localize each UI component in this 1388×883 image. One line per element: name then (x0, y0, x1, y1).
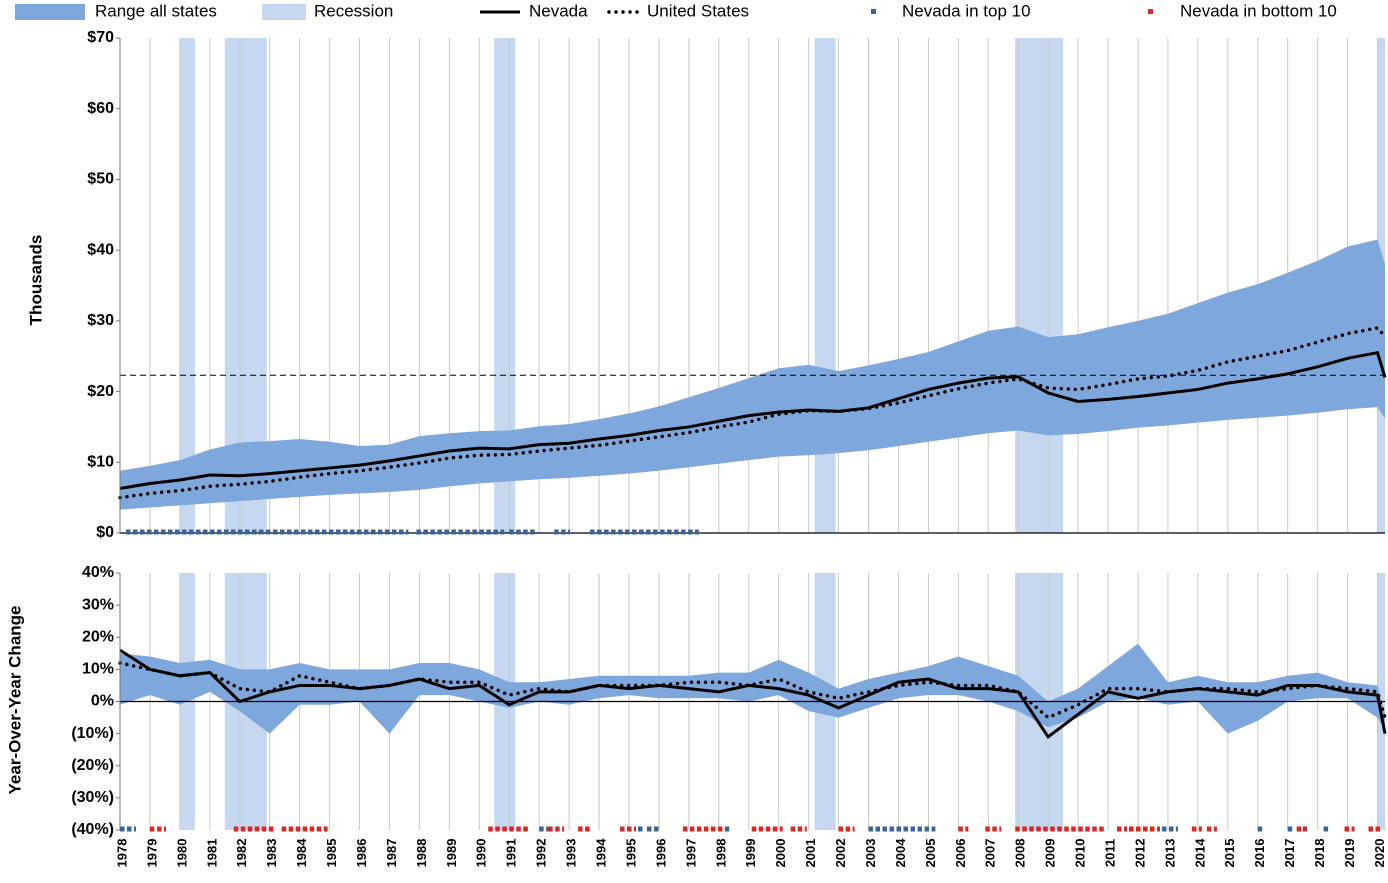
y-tick-label: $10 (87, 454, 114, 471)
legend-swatch (15, 4, 85, 20)
x-tick-label: 1996 (653, 839, 668, 868)
x-tick-label: 1983 (264, 839, 279, 868)
x-tick-label: 1982 (234, 839, 249, 868)
legend-label: United States (647, 1, 749, 20)
y-tick-label: $50 (87, 171, 114, 188)
x-tick-label: 2004 (893, 838, 908, 868)
x-tick-label: 1991 (504, 839, 519, 868)
x-tick-label: 1993 (564, 839, 579, 868)
x-tick-label: 1994 (593, 838, 608, 868)
legend-label: Nevada (529, 1, 588, 20)
x-tick-label: 2019 (1342, 839, 1357, 868)
x-tick-label: 2005 (923, 839, 938, 868)
us-line (118, 326, 1387, 500)
recession-band (494, 38, 516, 533)
range-band (120, 239, 1385, 510)
y-tick-label: 0% (91, 693, 114, 710)
x-tick-label: 2020 (1372, 839, 1387, 868)
x-tick-label: 1984 (294, 838, 309, 868)
x-tick-label: 1979 (144, 839, 159, 868)
x-tick-label: 2014 (1192, 838, 1207, 868)
legend-label: Recession (314, 1, 393, 20)
x-tick-label: 1990 (474, 839, 489, 868)
x-tick-label: 1998 (713, 839, 728, 868)
legend-swatch (871, 9, 876, 14)
y-tick-label: $30 (87, 312, 114, 329)
x-tick-label: 1999 (743, 839, 758, 868)
x-tick-label: 1980 (174, 839, 189, 868)
x-tick-label: 1988 (414, 839, 429, 868)
y-tick-label: $70 (87, 29, 114, 46)
x-tick-label: 2000 (773, 839, 788, 868)
legend-label: Range all states (95, 1, 217, 20)
range-band (120, 643, 1385, 734)
x-tick-label: 2003 (863, 839, 878, 868)
x-tick-label: 2001 (803, 839, 818, 868)
y-tick-label: 20% (82, 628, 114, 645)
y-tick-label: 10% (82, 661, 114, 678)
x-tick-label: 1981 (204, 839, 219, 868)
x-tick-label: 1986 (354, 839, 369, 868)
x-tick-label: 1995 (623, 839, 638, 868)
y-tick-label: 30% (82, 596, 114, 613)
y-tick-label: (20%) (71, 757, 114, 774)
y-axis-title: Year-Over-Year Change (5, 606, 24, 795)
legend-swatch (1148, 9, 1153, 14)
y-tick-label: (40%) (71, 821, 114, 838)
us-line (118, 661, 1387, 720)
x-tick-label: 2010 (1073, 839, 1088, 868)
x-tick-label: 2009 (1043, 839, 1058, 868)
x-tick-label: 2008 (1013, 839, 1028, 868)
x-tick-label: 1992 (534, 839, 549, 868)
legend-label: Nevada in top 10 (902, 1, 1031, 20)
x-tick-label: 2016 (1252, 839, 1267, 868)
x-tick-label: 2011 (1102, 839, 1117, 867)
y-tick-label: $0 (96, 524, 114, 541)
y-tick-label: $40 (87, 241, 114, 258)
x-tick-label: 1989 (444, 839, 459, 868)
y-tick-label: $20 (87, 383, 114, 400)
x-tick-label: 2015 (1222, 839, 1237, 868)
y-axis-title: Thousands (26, 235, 45, 326)
recession-band (179, 38, 195, 533)
x-tick-label: 1987 (384, 839, 399, 868)
y-tick-label: (10%) (71, 725, 114, 742)
x-tick-label: 2007 (983, 839, 998, 868)
x-tick-label: 1997 (683, 839, 698, 868)
recession-band (1015, 38, 1064, 533)
legend-swatch (262, 4, 306, 20)
y-tick-label: 40% (82, 564, 114, 581)
x-tick-label: 2018 (1312, 839, 1327, 868)
x-tick-label: 2013 (1162, 839, 1177, 868)
x-tick-label: 2002 (833, 839, 848, 868)
recession-band (814, 38, 836, 533)
y-tick-label: (30%) (71, 789, 114, 806)
x-tick-label: 1985 (324, 839, 339, 868)
legend-label: Nevada in bottom 10 (1180, 1, 1337, 20)
x-tick-label: 2006 (953, 839, 968, 868)
x-tick-label: 2017 (1282, 839, 1297, 868)
x-tick-label: 2012 (1132, 839, 1147, 868)
y-tick-label: $60 (87, 100, 114, 117)
x-tick-label: 1978 (114, 839, 129, 868)
nevada-line (119, 350, 1387, 490)
